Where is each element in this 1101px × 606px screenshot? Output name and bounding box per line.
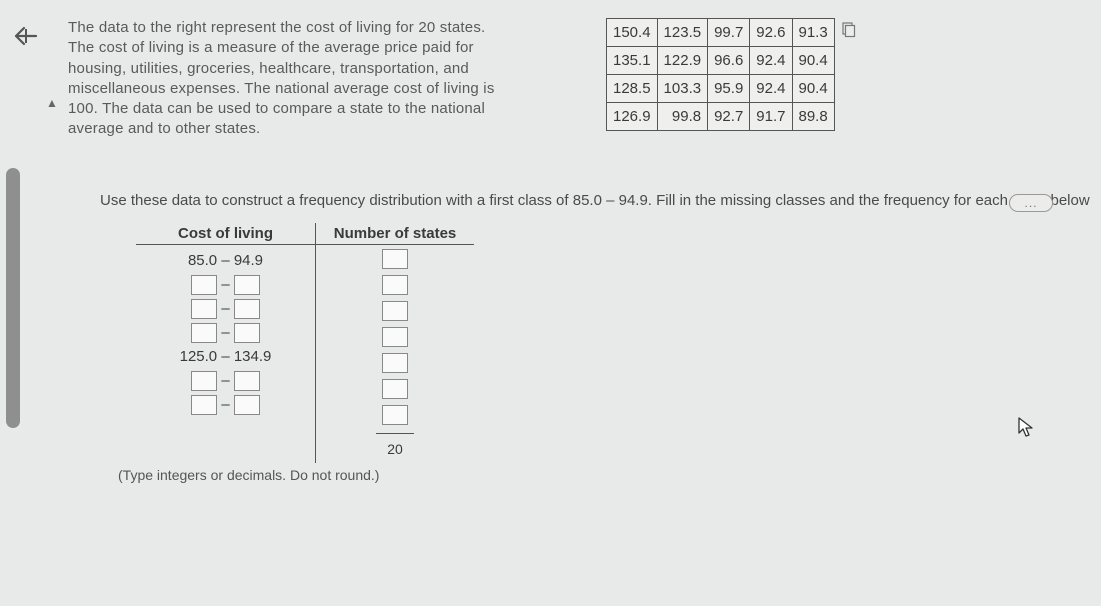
range-dash: – (221, 273, 229, 297)
data-cell: 99.7 (708, 19, 750, 47)
data-cell: 92.4 (750, 75, 792, 103)
col-header-count: Number of states (316, 223, 474, 244)
class-column: 85.0 – 94.9 – – (136, 245, 316, 463)
more-icon: ... (1024, 196, 1037, 210)
back-arrow-button[interactable] (14, 26, 38, 52)
data-cell: 92.7 (708, 103, 750, 131)
input-hint: (Type integers or decimals. Do not round… (118, 467, 1101, 483)
class-input-row-7: – (136, 393, 315, 417)
page-root: ▲ The data to the right represent the co… (0, 0, 1101, 606)
freq-input-7[interactable] (382, 405, 408, 425)
class4-upper-input[interactable] (234, 323, 260, 343)
class7-upper-input[interactable] (234, 395, 260, 415)
class3-upper-input[interactable] (234, 299, 260, 319)
frequency-table-body: 85.0 – 94.9 – – (136, 245, 474, 463)
scrollbar-thumb[interactable] (6, 168, 20, 428)
frequency-total: 20 (387, 441, 403, 457)
data-cell: 95.9 (708, 75, 750, 103)
freq-input-3[interactable] (382, 301, 408, 321)
class3-lower-input[interactable] (191, 299, 217, 319)
class2-upper-input[interactable] (234, 275, 260, 295)
data-cell: 92.6 (750, 19, 792, 47)
class6-upper-input[interactable] (234, 371, 260, 391)
data-cell: 122.9 (657, 47, 708, 75)
data-cell: 126.9 (607, 103, 658, 131)
frequency-table: Cost of living Number of states 85.0 – 9… (136, 223, 1101, 463)
data-cell: 128.5 (607, 75, 658, 103)
cost-data-table: 150.4 123.5 99.7 92.6 91.3 135.1 122.9 9… (606, 18, 835, 131)
data-cell: 150.4 (607, 19, 658, 47)
class4-lower-input[interactable] (191, 323, 217, 343)
class6-lower-input[interactable] (191, 371, 217, 391)
class7-lower-input[interactable] (191, 395, 217, 415)
table-row: 135.1 122.9 96.6 92.4 90.4 (607, 47, 835, 75)
freq-input-5[interactable] (382, 353, 408, 373)
back-arrow-icon (14, 26, 38, 46)
data-cell: 96.6 (708, 47, 750, 75)
more-options-button[interactable]: ... (1009, 194, 1053, 212)
frequency-table-header: Cost of living Number of states (136, 223, 474, 245)
range-dash: – (221, 321, 229, 345)
class-input-row-3: – (136, 297, 315, 321)
data-cell: 123.5 (657, 19, 708, 47)
copy-icon (840, 22, 856, 38)
class-label-5: 125.0 – 134.9 (136, 345, 315, 369)
data-cell: 92.4 (750, 47, 792, 75)
data-cell: 90.4 (792, 47, 834, 75)
copy-button[interactable] (840, 22, 856, 43)
total-divider (376, 433, 414, 434)
col-header-cost: Cost of living (136, 223, 316, 244)
data-cell: 91.7 (750, 103, 792, 131)
scroll-up-icon[interactable]: ▲ (46, 96, 58, 110)
range-dash: – (221, 393, 229, 417)
class2-lower-input[interactable] (191, 275, 217, 295)
table-row: 128.5 103.3 95.9 92.4 90.4 (607, 75, 835, 103)
top-row: The data to the right represent the cost… (68, 18, 1101, 140)
freq-input-2[interactable] (382, 275, 408, 295)
frequency-column: 20 (316, 245, 474, 463)
table-row: 126.9 99.8 92.7 91.7 89.8 (607, 103, 835, 131)
instruction-text: Use these data to construct a frequency … (100, 192, 1101, 209)
freq-input-6[interactable] (382, 379, 408, 399)
class-label-1: 85.0 – 94.9 (136, 249, 315, 273)
table-row: 150.4 123.5 99.7 92.6 91.3 (607, 19, 835, 47)
range-dash: – (221, 297, 229, 321)
data-cell: 91.3 (792, 19, 834, 47)
data-cell: 89.8 (792, 103, 834, 131)
data-cell: 99.8 (657, 103, 708, 131)
class-input-row-4: – (136, 321, 315, 345)
freq-input-1[interactable] (382, 249, 408, 269)
data-cell: 90.4 (792, 75, 834, 103)
data-cell: 103.3 (657, 75, 708, 103)
range-dash: – (221, 369, 229, 393)
freq-input-4[interactable] (382, 327, 408, 347)
data-cell: 135.1 (607, 47, 658, 75)
intro-paragraph: The data to the right represent the cost… (68, 18, 508, 140)
class-input-row-6: – (136, 369, 315, 393)
class-input-row-2: – (136, 273, 315, 297)
